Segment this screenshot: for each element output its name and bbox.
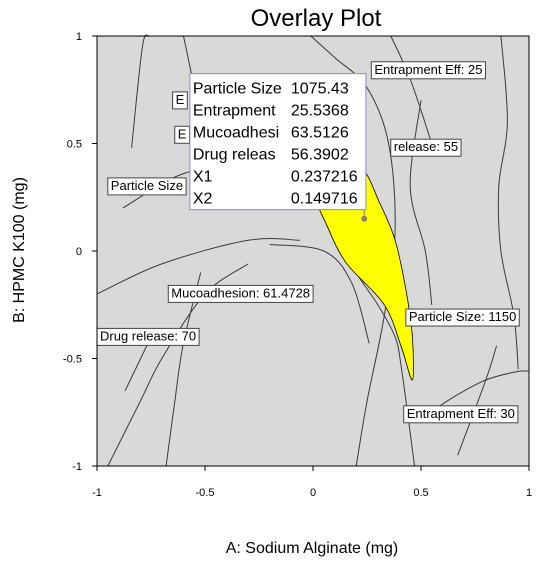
y-axis-label: B: HPMC K100 (mg) [11,177,28,323]
y-tick-label: 1 [76,31,82,43]
tooltip-row-name: Mucoadhesi [193,125,279,142]
svg-text:release: 55: release: 55 [394,139,458,154]
tooltip-box [189,73,367,211]
tooltip-row-value: 25.5368 [291,103,349,120]
y-tick-label: 0 [76,246,82,258]
svg-text:Drug release: 70: Drug release: 70 [100,328,196,343]
contour-value-label: Entrapment Eff: 30 [403,405,519,424]
tooltip-row-value: 63.5126 [291,125,349,142]
x-axis-ticks: -1 -0.5 0 0.5 1 [92,466,532,499]
x-tick-label: -1 [92,487,102,499]
svg-text:Particle Size: 1150: Particle Size: 1150 [409,309,516,324]
svg-text:Mucoadhesion: 61.4728: Mucoadhesion: 61.4728 [171,285,310,300]
tooltip-row-name: X1 [193,169,213,186]
tooltip-row-name: Particle Size [193,81,282,98]
x-axis-label: A: Sodium Alginate (mg) [226,540,399,557]
contour-line [457,345,498,456]
contour-labels: Entrapment Eff: 25 release: 55 Particle Si… [96,61,520,424]
contour-line [310,35,396,467]
svg-text:Entrapment Eff: 25: Entrapment Eff: 25 [374,62,482,77]
tooltip-row-value: 0.237216 [291,169,358,186]
tooltip-row-value: 0.149716 [291,191,358,208]
tooltip-row-value: 1075.43 [291,81,349,98]
y-tick-label: -1 [72,461,82,473]
contour-value-label: release: 55 [390,138,462,157]
y-tick-label: -0.5 [63,354,82,366]
selected-point[interactable] [361,216,367,222]
contour-line [107,263,249,467]
tooltip-row-value: 56.3902 [291,147,349,164]
contour-line [409,100,433,305]
tooltip-row-name: Entrapment [193,103,276,120]
svg-text:E: E [178,126,187,141]
x-tick-label: -0.5 [196,487,215,499]
tooltip-row-name: X2 [193,191,213,208]
contour-value-label: Entrapment Eff: 25 [370,61,487,80]
svg-text:Particle Size: Particle Size [111,178,183,193]
x-tick-label: 0 [310,487,316,499]
y-axis-ticks: -1 -0.5 0 0.5 1 [63,31,97,473]
contour-value-label: Mucoadhesion: 61.4728 [167,284,314,303]
svg-text:E: E [176,92,185,107]
contour-value-label: Particle Size [107,177,187,196]
contour-value-label: Drug release: 70 [96,327,200,346]
contour-line [96,238,301,295]
x-tick-label: 0.5 [413,487,428,499]
point-tooltip: Particle Size 1075.43 Entrapment 25.5368 Muc… [189,73,367,211]
contour-value-label: E [172,91,188,110]
y-tick-label: 0.5 [67,139,82,151]
contour-value-label: E [174,125,190,144]
contour-line [131,34,150,148]
contour-line [269,244,370,344]
chart-title: Overlay Plot [251,5,382,32]
contour-value-label: Particle Size: 1150 [405,308,520,327]
svg-text:Entrapment Eff: 30: Entrapment Eff: 30 [407,406,515,421]
x-tick-label: 1 [526,487,532,499]
tooltip-row-name: Drug releas [193,147,276,164]
